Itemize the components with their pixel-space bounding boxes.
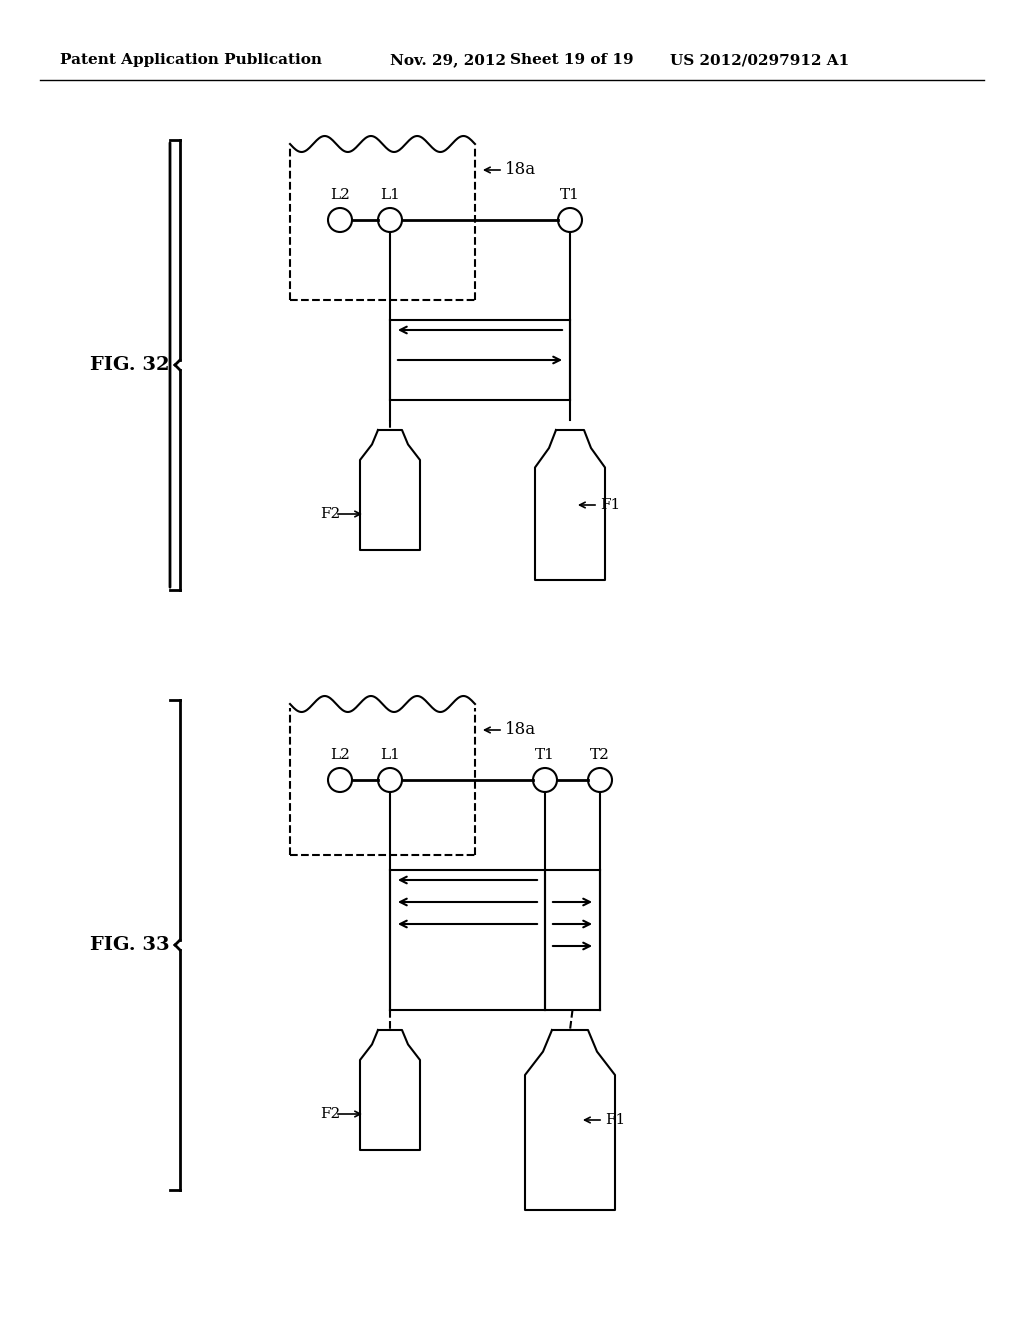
- Text: Sheet 19 of 19: Sheet 19 of 19: [510, 53, 634, 67]
- Text: L1: L1: [380, 187, 400, 202]
- Text: Nov. 29, 2012: Nov. 29, 2012: [390, 53, 506, 67]
- Text: L2: L2: [330, 187, 350, 202]
- Text: T1: T1: [560, 187, 580, 202]
- Text: FIG. 33: FIG. 33: [90, 936, 170, 954]
- Text: US 2012/0297912 A1: US 2012/0297912 A1: [670, 53, 849, 67]
- Text: 18a: 18a: [505, 161, 537, 178]
- Text: F2: F2: [319, 507, 340, 521]
- Text: L1: L1: [380, 748, 400, 762]
- Text: Patent Application Publication: Patent Application Publication: [60, 53, 322, 67]
- Text: 18a: 18a: [505, 722, 537, 738]
- Text: F2: F2: [319, 1107, 340, 1121]
- Text: L2: L2: [330, 748, 350, 762]
- Text: T2: T2: [590, 748, 610, 762]
- Text: F1: F1: [600, 498, 621, 512]
- Text: FIG. 32: FIG. 32: [90, 356, 170, 374]
- Text: F1: F1: [605, 1113, 626, 1127]
- Text: T1: T1: [536, 748, 555, 762]
